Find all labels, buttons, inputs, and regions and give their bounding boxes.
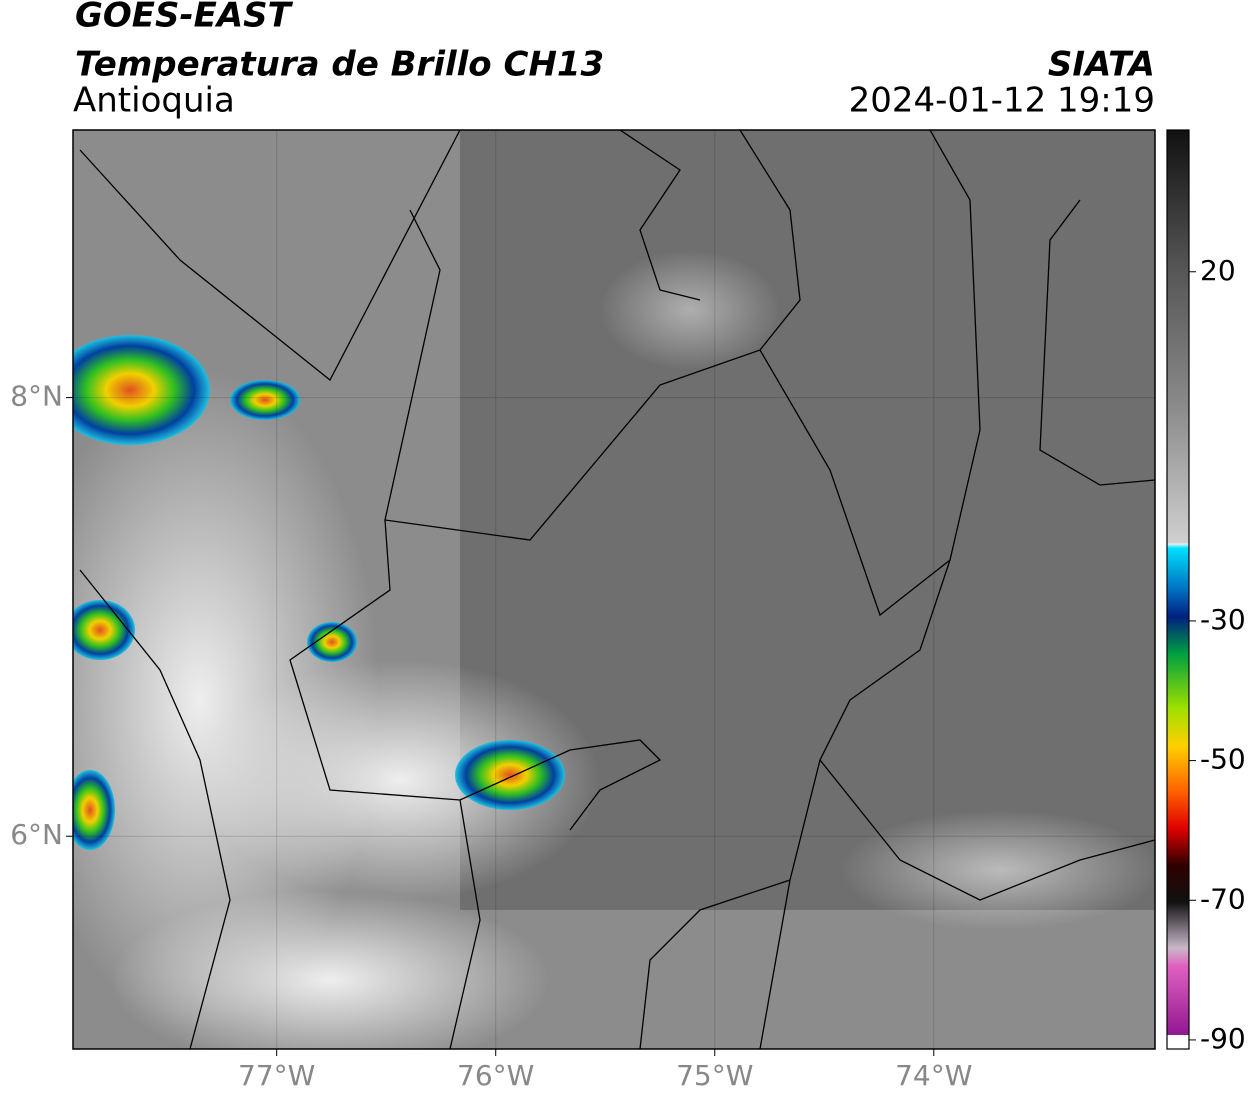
subtitle: Temperatura de Brillo CH13: [75, 45, 604, 85]
colorbar: [1166, 129, 1190, 1050]
region: Antioquia: [73, 81, 235, 121]
colorbar-label: -90: [1200, 1022, 1246, 1055]
y-tick-label: 6°N: [10, 818, 63, 851]
title: GOES-EAST: [75, 0, 294, 36]
x-tick-label: 76°W: [457, 1059, 534, 1092]
y-tick-label: 8°N: [10, 380, 63, 413]
datetime: 2024-01-12 19:19: [849, 81, 1155, 121]
x-tick-label: 75°W: [676, 1059, 753, 1092]
colorbar-label: -50: [1200, 743, 1246, 776]
colorbar-label: 20: [1200, 254, 1236, 287]
colorbar-label: -30: [1200, 603, 1246, 636]
x-tick-label: 77°W: [238, 1059, 315, 1092]
imagery: [73, 130, 1155, 1049]
map-frame: [72, 129, 1156, 1050]
colorbar-label: -70: [1200, 882, 1246, 915]
x-tick-label: 74°W: [895, 1059, 972, 1092]
source: SIATA: [1048, 45, 1155, 85]
